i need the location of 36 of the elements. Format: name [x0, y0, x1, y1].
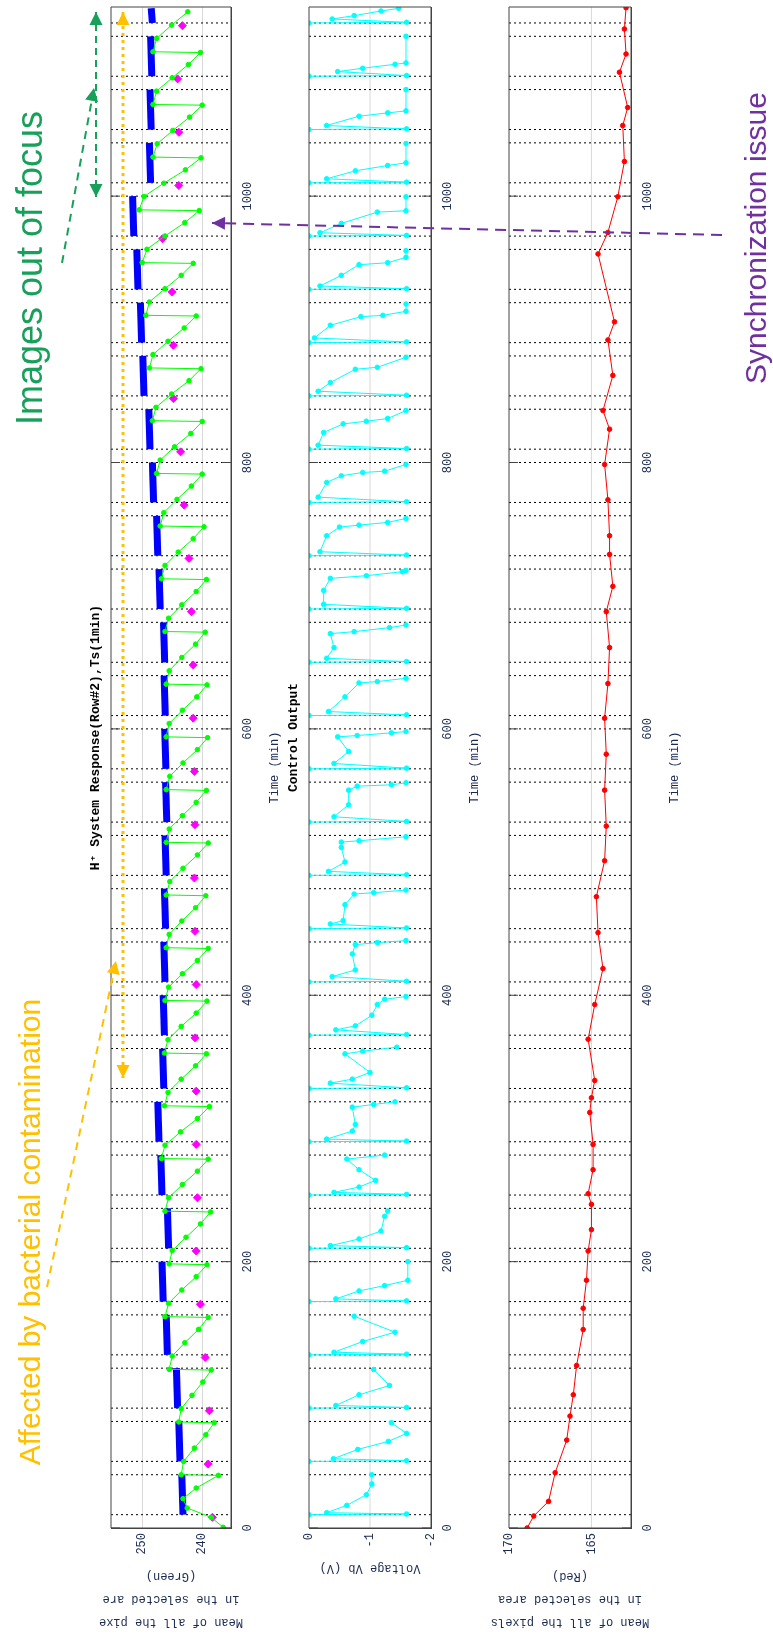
y-tick-label: 200 — [441, 1250, 456, 1273]
text: Synchronization issue — [739, 92, 772, 384]
y-tick-label: 0 — [441, 1524, 456, 1532]
y-tick-label: 400 — [441, 984, 456, 1007]
y-tick-label: 200 — [641, 1250, 656, 1273]
y-tick-label: 400 — [241, 984, 256, 1007]
y-tick-label: 1000 — [241, 181, 256, 211]
x-tick-label: -2 — [424, 1533, 439, 1548]
x-axis-title: Mean of all the pixe in the selected are (Green) — [98, 1568, 244, 1629]
y-tick-label: 1000 — [441, 181, 456, 211]
text: Affected by bacterial contamination — [13, 998, 46, 1466]
y-tick-label: 0 — [641, 1524, 656, 1532]
y-axis-title: Time (min) — [268, 731, 283, 804]
x-tick-label: -1 — [363, 1533, 378, 1548]
y-tick-label: 1000 — [641, 181, 656, 211]
x-axis-title: Voltage Vb (V) — [319, 1560, 421, 1575]
y-tick-label: 600 — [641, 718, 656, 740]
text: H⁺ System Response(Row#2),Ts(1min) — [88, 604, 104, 871]
x-tick-label: 165 — [584, 1533, 599, 1555]
y-axis-title: Time (min) — [468, 731, 483, 804]
text: Images out of focus — [9, 110, 50, 426]
y-tick-label: 800 — [241, 451, 256, 474]
y-tick-label: 800 — [441, 451, 456, 474]
y-tick-label: 400 — [641, 984, 656, 1007]
text: Control Output — [286, 682, 302, 793]
x-axis-title: Mean of all the pixels in the selected area (Red) — [490, 1568, 650, 1629]
x-tick-label: 0 — [302, 1533, 317, 1541]
y-tick-label: 800 — [641, 451, 656, 474]
y-tick-label: 0 — [241, 1524, 256, 1532]
x-tick-label: 250 — [135, 1533, 150, 1555]
y-tick-label: 600 — [441, 718, 456, 740]
y-axis-title: Time (min) — [668, 731, 683, 804]
y-tick-label: 200 — [241, 1250, 256, 1273]
y-tick-label: 600 — [241, 718, 256, 740]
x-tick-label: 170 — [502, 1533, 517, 1555]
x-tick-label: 240 — [195, 1533, 210, 1555]
